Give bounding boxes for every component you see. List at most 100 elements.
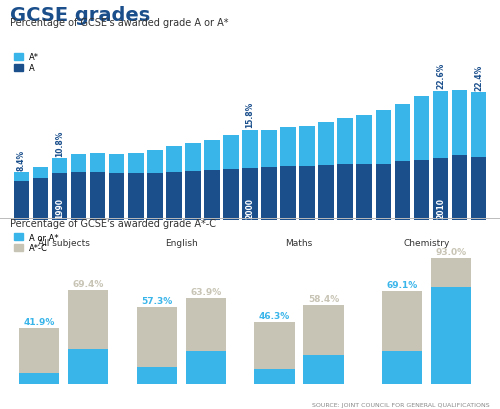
Bar <box>304 355 344 384</box>
Text: 69.1%: 69.1% <box>386 280 418 289</box>
Bar <box>382 351 422 384</box>
Bar <box>452 155 468 221</box>
Bar <box>376 164 391 221</box>
Bar <box>338 119 353 164</box>
Bar <box>147 151 162 173</box>
Bar <box>223 169 239 221</box>
Text: 1988: 1988 <box>29 374 50 383</box>
Bar <box>186 351 226 384</box>
Text: GCSE grades: GCSE grades <box>10 6 150 25</box>
Bar <box>300 166 315 221</box>
Text: 2010: 2010 <box>436 197 445 218</box>
Text: 69.4%: 69.4% <box>72 280 104 289</box>
Bar <box>382 291 422 384</box>
Bar <box>137 367 177 384</box>
Bar <box>71 172 86 221</box>
Bar <box>261 131 277 168</box>
Bar <box>204 171 220 221</box>
Bar <box>242 168 258 221</box>
Bar <box>71 155 86 172</box>
Text: 1993: 1993 <box>146 374 168 383</box>
Bar <box>430 259 471 384</box>
Bar <box>185 172 200 221</box>
Bar <box>414 160 429 221</box>
Bar <box>376 111 391 164</box>
Bar <box>318 122 334 165</box>
Bar <box>432 92 448 159</box>
Bar <box>254 369 294 384</box>
Text: 93.0%: 93.0% <box>436 248 466 257</box>
Bar <box>32 178 48 221</box>
Bar <box>204 141 220 171</box>
Bar <box>147 173 162 221</box>
Bar <box>300 126 315 166</box>
Text: 2012: 2012 <box>196 374 216 383</box>
Bar <box>90 172 106 221</box>
Text: 58.4%: 58.4% <box>308 294 339 303</box>
Text: 10.8%: 10.8% <box>55 130 64 157</box>
Text: Chemistry: Chemistry <box>403 238 450 247</box>
Text: 2000: 2000 <box>246 197 254 218</box>
Bar <box>394 162 410 221</box>
Bar <box>32 168 48 178</box>
Bar <box>185 144 200 172</box>
Text: Percentage of GCSE's awarded grade A*-C: Percentage of GCSE's awarded grade A*-C <box>10 219 216 229</box>
Bar <box>261 168 277 221</box>
Bar <box>68 291 108 384</box>
Text: Maths: Maths <box>286 238 312 247</box>
Bar <box>128 174 144 221</box>
Bar <box>471 157 486 221</box>
Bar <box>280 167 296 221</box>
Bar <box>14 181 29 221</box>
Bar <box>471 92 486 157</box>
Bar <box>254 322 294 384</box>
Text: 15.8%: 15.8% <box>246 102 254 128</box>
Text: All subjects: All subjects <box>38 238 90 247</box>
Bar <box>394 105 410 162</box>
Bar <box>242 130 258 168</box>
Text: 22.4%: 22.4% <box>474 64 483 90</box>
Bar <box>338 164 353 221</box>
Bar <box>414 97 429 160</box>
Text: 1990: 1990 <box>55 197 64 218</box>
Text: Percentage of GCSE's awarded grade A or A*: Percentage of GCSE's awarded grade A or … <box>10 18 228 28</box>
Bar <box>280 128 296 167</box>
Legend: A or A*, A*-C: A or A*, A*-C <box>14 233 59 253</box>
Bar <box>68 349 108 384</box>
Bar <box>14 173 29 181</box>
Text: 1993: 1993 <box>264 374 285 383</box>
Bar <box>318 165 334 221</box>
Bar <box>356 115 372 164</box>
Bar <box>452 91 468 155</box>
Bar <box>52 159 68 173</box>
Bar <box>20 328 59 384</box>
Text: 1993: 1993 <box>392 374 412 383</box>
Bar <box>166 147 182 173</box>
Text: 2012: 2012 <box>313 374 334 383</box>
Bar <box>186 298 226 384</box>
Text: 2012: 2012 <box>440 374 462 383</box>
Text: 2012: 2012 <box>78 374 99 383</box>
Bar <box>430 287 471 384</box>
Text: 57.3%: 57.3% <box>142 296 172 305</box>
Bar <box>432 159 448 221</box>
Bar <box>128 153 144 174</box>
Text: 8.4%: 8.4% <box>17 149 26 171</box>
Text: 41.9%: 41.9% <box>24 317 55 326</box>
Text: SOURCE: JOINT COUNCIL FOR GENERAL QUALIFICATIONS: SOURCE: JOINT COUNCIL FOR GENERAL QUALIF… <box>312 402 490 407</box>
Bar <box>137 307 177 384</box>
Bar <box>52 173 68 221</box>
Text: English: English <box>165 238 198 247</box>
Bar <box>90 153 106 172</box>
Bar <box>109 174 124 221</box>
Bar <box>304 306 344 384</box>
Text: 22.6%: 22.6% <box>436 63 445 89</box>
Text: 46.3%: 46.3% <box>259 311 290 320</box>
Bar <box>109 155 124 174</box>
Legend: A*, A: A*, A <box>14 53 39 73</box>
Bar <box>356 164 372 221</box>
Text: 63.9%: 63.9% <box>190 287 222 296</box>
Bar <box>20 373 59 384</box>
Bar <box>166 173 182 221</box>
Bar <box>223 135 239 169</box>
